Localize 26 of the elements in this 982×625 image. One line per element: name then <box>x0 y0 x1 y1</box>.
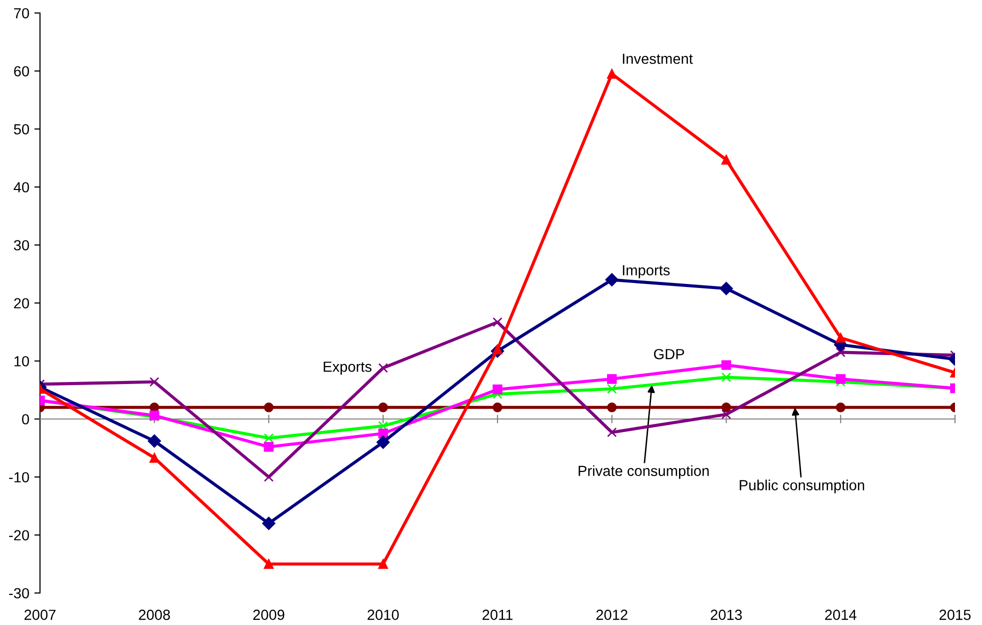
x-tick-label: 2010 <box>368 610 399 620</box>
y-tick-label: -20 <box>9 530 30 540</box>
y-tick-label: 0 <box>22 414 30 424</box>
x-tick-label: 2013 <box>710 610 742 620</box>
y-tick-label: -10 <box>9 472 30 482</box>
y-tick-label: 60 <box>14 66 30 76</box>
series-label: Exports <box>324 362 372 375</box>
y-tick-label: 70 <box>14 8 30 18</box>
x-tick-label: 2008 <box>138 610 170 620</box>
text: Private consumption <box>578 465 709 479</box>
y-tick-label: 50 <box>14 124 30 134</box>
y-tick-label: 10 <box>14 356 30 366</box>
series-label: Investment <box>622 54 693 64</box>
x-tick-label: 2007 <box>24 610 56 620</box>
x-tick-label: 2011 <box>482 610 512 620</box>
x-tick-label: 2009 <box>253 610 284 620</box>
y-tick-label: 40 <box>14 182 30 192</box>
x-tick-label: 2014 <box>825 610 856 620</box>
series-label: GDP <box>654 348 684 360</box>
y-tick-label: -30 <box>9 588 30 598</box>
text: Public consumption <box>740 480 864 494</box>
y-tick-label: 30 <box>14 240 30 250</box>
x-tick-label: 2012 <box>596 610 628 620</box>
series-label: Imports <box>622 265 670 278</box>
y-tick-label: 20 <box>14 298 30 308</box>
x-tick-label: 2015 <box>940 610 971 620</box>
